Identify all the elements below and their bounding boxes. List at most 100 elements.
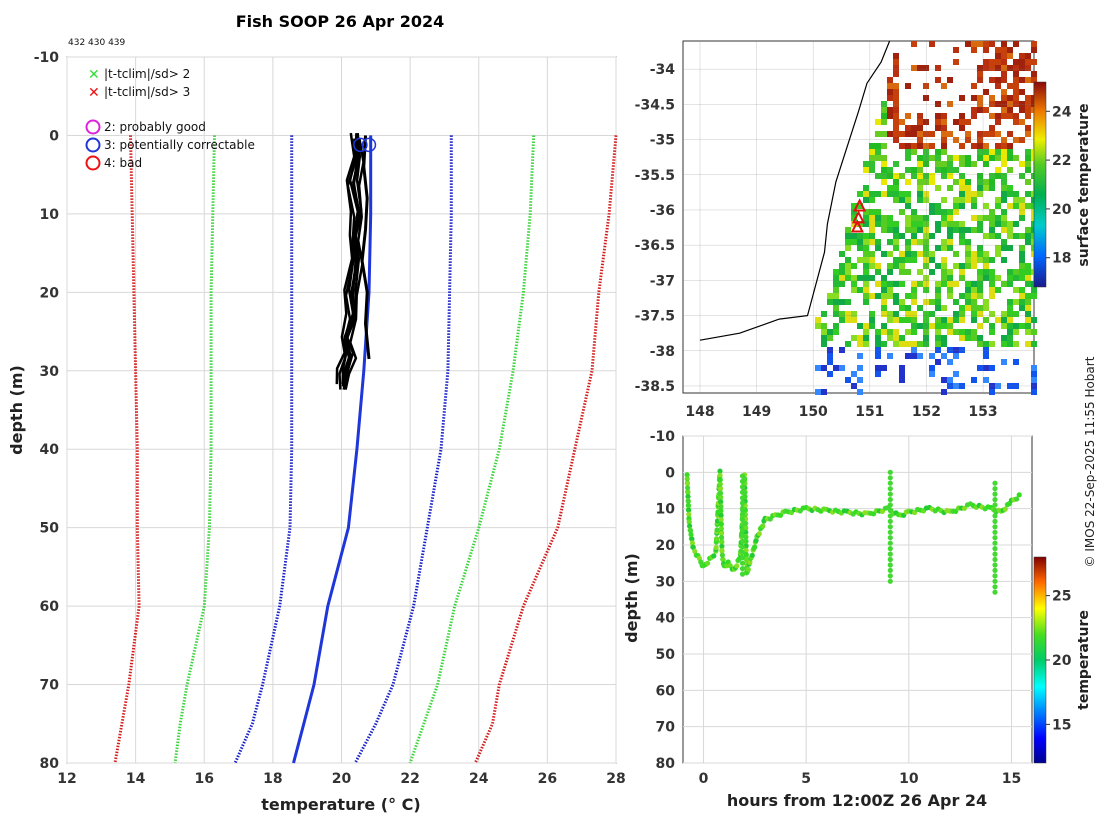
map-sst-cell	[1007, 341, 1013, 347]
map-sst-cell	[947, 233, 953, 239]
depth-time-point	[953, 508, 959, 514]
map-sst-cell	[1025, 341, 1031, 347]
map-sst-cell	[983, 299, 989, 305]
map-sst-cell	[917, 155, 923, 161]
map-sst-cell	[881, 281, 887, 287]
map-sst-cell	[923, 275, 929, 281]
depth-time-point	[717, 472, 723, 478]
map-sst-cell	[953, 59, 959, 65]
depth-time-dive-point	[887, 486, 893, 492]
map-sst-cell	[983, 347, 989, 353]
map-sst-cell	[887, 173, 893, 179]
map-sst-cell	[983, 143, 989, 149]
map-sst-cell	[935, 119, 941, 125]
map-sst-cell	[839, 365, 845, 371]
map-sst-cell	[881, 305, 887, 311]
map-sst-cell	[989, 311, 995, 317]
map-sst-cell	[893, 161, 899, 167]
map-sst-cell	[983, 149, 989, 155]
depth-time-point	[685, 489, 691, 496]
map-sst-cell	[989, 41, 995, 47]
map-sst-cell	[881, 311, 887, 317]
map-sst-cell	[959, 161, 965, 167]
depth-time-point	[686, 511, 692, 517]
map-sst-cell	[971, 251, 977, 257]
map-sst-cell	[977, 341, 983, 347]
map-sst-cell	[851, 281, 857, 287]
map-track-marker	[850, 219, 864, 233]
map-sst-cell	[857, 287, 863, 293]
map-sst-cell	[1025, 131, 1031, 137]
map-sst-cell	[911, 221, 917, 227]
map-sst-cell	[857, 377, 863, 383]
map-sst-cell	[911, 323, 917, 329]
map-sst-cell	[977, 293, 983, 299]
map-sst-cell	[1007, 155, 1013, 161]
map-sst-cell	[1031, 59, 1037, 65]
map-sst-cell	[989, 293, 995, 299]
map-sst-cell	[1001, 101, 1007, 107]
map-sst-cell	[1013, 221, 1019, 227]
profile-grid	[66, 56, 617, 764]
map-track	[850, 198, 867, 233]
map-sst-cell	[971, 287, 977, 293]
map-sst-cell	[917, 239, 923, 245]
map-sst-cell	[911, 227, 917, 233]
map-sst-cell	[965, 257, 971, 263]
map-sst-cell	[821, 323, 827, 329]
map-sst-cell	[977, 257, 983, 263]
map-sst-cell	[941, 257, 947, 263]
map-sst-cell	[941, 275, 947, 281]
map-sst-cell	[983, 233, 989, 239]
map-sst-cell	[977, 287, 983, 293]
depth-time-dive-point	[887, 507, 893, 514]
map-sst-cell	[1025, 179, 1031, 185]
map-sst-cell	[1013, 197, 1019, 203]
map-sst-cell	[1019, 287, 1025, 293]
map-sst-cell	[899, 365, 905, 371]
map-sst-cell	[1001, 245, 1007, 251]
map-sst-cell	[1007, 311, 1013, 317]
map-sst-cell	[929, 269, 935, 275]
map-sst-cell	[863, 293, 869, 299]
map-sst-cell	[1019, 323, 1025, 329]
map-sst-cell	[977, 41, 983, 47]
map-sst-cell	[1001, 59, 1007, 65]
map-sst-cell	[821, 341, 827, 347]
map-sst-cell	[935, 77, 941, 83]
map-sst-cell	[893, 107, 899, 113]
map-sst-cell	[1007, 299, 1013, 305]
legend-flag3-icon	[85, 137, 101, 153]
map-sst-cell	[911, 311, 917, 317]
depth-time-dive-point	[739, 527, 746, 534]
map-sst-cell	[977, 251, 983, 257]
map-sst-cell	[1001, 317, 1007, 323]
map-sst-cell	[1007, 185, 1013, 191]
map-sst-cell	[947, 287, 953, 293]
map-sst-cell	[899, 269, 905, 275]
map-sst-cell	[977, 269, 983, 275]
map-sst-cell	[923, 161, 929, 167]
profile-ytick-label: 20	[40, 285, 60, 301]
map-sst-cell	[899, 191, 905, 197]
map-sst-cell	[821, 365, 827, 371]
map-sst-cell	[983, 341, 989, 347]
map-sst-cell	[911, 149, 917, 155]
map-sst-cell	[1025, 59, 1031, 65]
map-sst-cell	[935, 113, 941, 119]
legend-flag4-label: 4: bad	[104, 156, 142, 170]
map-sst-cell	[893, 71, 899, 77]
map-sst-cell	[869, 191, 875, 197]
map-sst-cell	[839, 311, 845, 317]
map-sst-cell	[917, 137, 923, 143]
map-sst-cell	[1007, 53, 1013, 59]
profile-line-clim-3sd	[113, 135, 141, 764]
map-sst-cell	[941, 221, 947, 227]
map-sst-cell	[983, 89, 989, 95]
depth-time-dive-point	[992, 480, 998, 486]
map-sst-cell	[923, 65, 929, 71]
profile-flag3-marker	[361, 137, 377, 153]
map-sst-cell	[1025, 269, 1031, 275]
map-sst-cell	[869, 233, 875, 239]
map-sst-cell	[1001, 341, 1007, 347]
